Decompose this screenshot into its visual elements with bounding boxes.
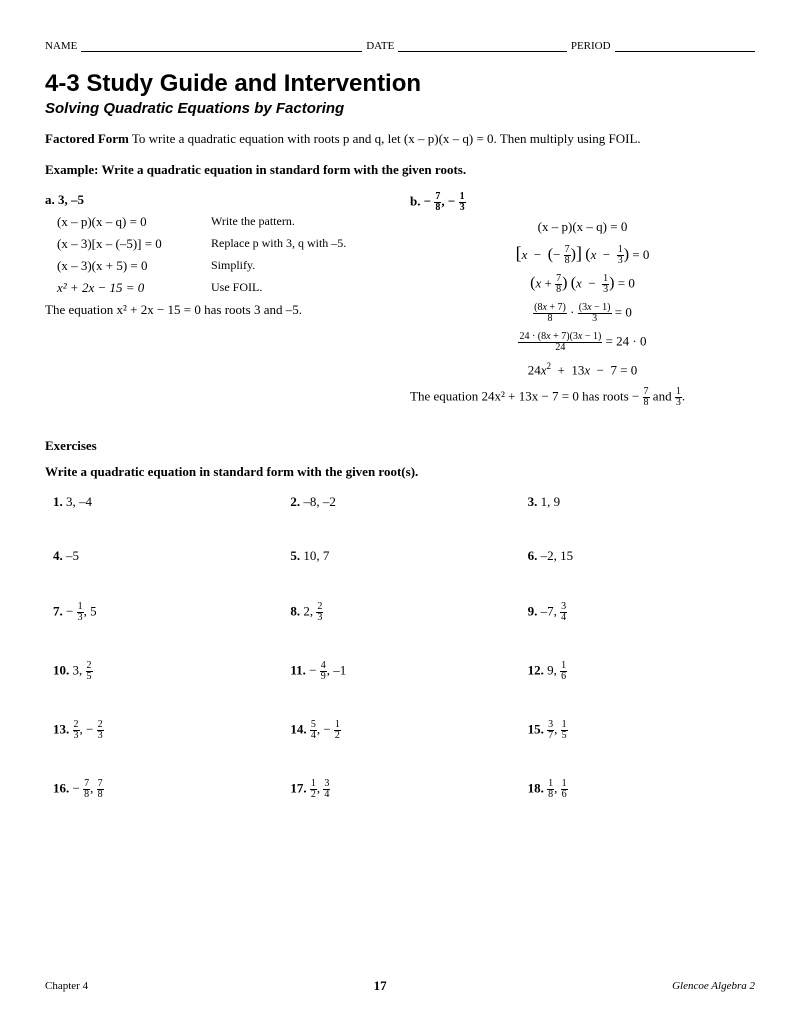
- period-blank[interactable]: [615, 40, 755, 52]
- exercise-11: 11. − 49, –1: [290, 661, 517, 682]
- exercise-2: 2. –8, –2: [290, 494, 517, 510]
- page-subtitle: Solving Quadratic Equations by Factoring: [45, 100, 755, 117]
- exercise-1: 1. 3, –4: [53, 494, 280, 510]
- ex-b-l5: 24 · (8x + 7)(3x − 1)24 = 24 · 0: [410, 332, 755, 353]
- example-a-head: a. 3, –5: [45, 192, 390, 208]
- exercise-15: 15. 37, 15: [528, 720, 755, 741]
- worksheet-header: NAME DATE PERIOD: [45, 40, 755, 52]
- ex-a-conclusion: The equation x² + 2x − 15 = 0 has roots …: [45, 302, 390, 318]
- page-title: 4-3 Study Guide and Intervention: [45, 70, 755, 98]
- ex-a-note1: Write the pattern.: [211, 214, 295, 229]
- name-label: NAME: [45, 40, 77, 52]
- exercise-7: 7. − 13, 5: [53, 602, 280, 623]
- ex-b-conclusion: The equation 24x² + 13x − 7 = 0 has root…: [410, 387, 755, 408]
- exercise-12: 12. 9, 16: [528, 661, 755, 682]
- exercise-13: 13. 23, − 23: [53, 720, 280, 741]
- exercise-grid: 1. 3, –4 2. –8, –2 3. 1, 9 4. –5 5. 10, …: [45, 494, 755, 800]
- exercise-8: 8. 2, 23: [290, 602, 517, 623]
- example-a: a. 3, –5 (x – p)(x – q) = 0 Write the pat…: [45, 192, 390, 408]
- example-rest: Write a quadratic equation in standard f…: [98, 162, 466, 177]
- exercises-sub: Write a quadratic equation in standard f…: [45, 464, 755, 480]
- period-label: PERIOD: [571, 40, 611, 52]
- footer-book: Glencoe Algebra 2: [672, 980, 755, 992]
- ex-a-eq2: (x – 3)[x – (–5)] = 0: [57, 236, 197, 252]
- exercises-heading: Exercises: [45, 438, 755, 454]
- exercise-18: 18. 18, 16: [528, 779, 755, 800]
- ex-a-note2: Replace p with 3, q with –5.: [211, 236, 346, 251]
- exercise-5: 5. 10, 7: [290, 548, 517, 564]
- ex-b-l4: (8x + 7)8 · (3x − 1)3 = 0: [410, 303, 755, 324]
- page-footer: Chapter 4 17 Glencoe Algebra 2: [45, 978, 755, 994]
- ex-b-l6: 24x2 + 13x − 7 = 0: [410, 361, 755, 378]
- name-blank[interactable]: [81, 40, 362, 52]
- example-b-head: b. − 78, − 13: [410, 192, 755, 213]
- exercise-4: 4. –5: [53, 548, 280, 564]
- examples-row: a. 3, –5 (x – p)(x – q) = 0 Write the pat…: [45, 192, 755, 408]
- exercise-10: 10. 3, 25: [53, 661, 280, 682]
- exercise-9: 9. –7, 34: [528, 602, 755, 623]
- footer-page: 17: [374, 978, 387, 994]
- intro-rest: To write a quadratic equation with roots…: [129, 131, 641, 146]
- exercise-17: 17. 12, 34: [290, 779, 517, 800]
- exercise-14: 14. 54, − 12: [290, 720, 517, 741]
- exercise-6: 6. –2, 15: [528, 548, 755, 564]
- ex-a-eq3: (x – 3)(x + 5) = 0: [57, 258, 197, 274]
- exercise-3: 3. 1, 9: [528, 494, 755, 510]
- ex-a-note3: Simplify.: [211, 258, 255, 273]
- example-bold: Example:: [45, 162, 98, 177]
- intro-text: Factored Form To write a quadratic equat…: [45, 131, 755, 148]
- ex-a-eq1: (x – p)(x – q) = 0: [57, 214, 197, 230]
- ex-a-note4: Use FOIL.: [211, 280, 262, 295]
- example-b: b. − 78, − 13 (x – p)(x – q) = 0 [x − (−…: [410, 192, 755, 408]
- exercise-16: 16. − 78, 78: [53, 779, 280, 800]
- ex-b-l3: (x + 78) (x − 13) = 0: [410, 274, 755, 295]
- ex-b-l2: [x − (− 78)] (x − 13) = 0: [410, 243, 755, 267]
- date-label: DATE: [366, 40, 394, 52]
- ex-b-l1: (x – p)(x – q) = 0: [410, 219, 755, 235]
- ex-a-eq4: x² + 2x − 15 = 0: [57, 280, 197, 296]
- footer-chapter: Chapter 4: [45, 980, 88, 992]
- intro-bold: Factored Form: [45, 131, 129, 146]
- date-blank[interactable]: [398, 40, 567, 52]
- example-heading: Example: Write a quadratic equation in s…: [45, 162, 755, 178]
